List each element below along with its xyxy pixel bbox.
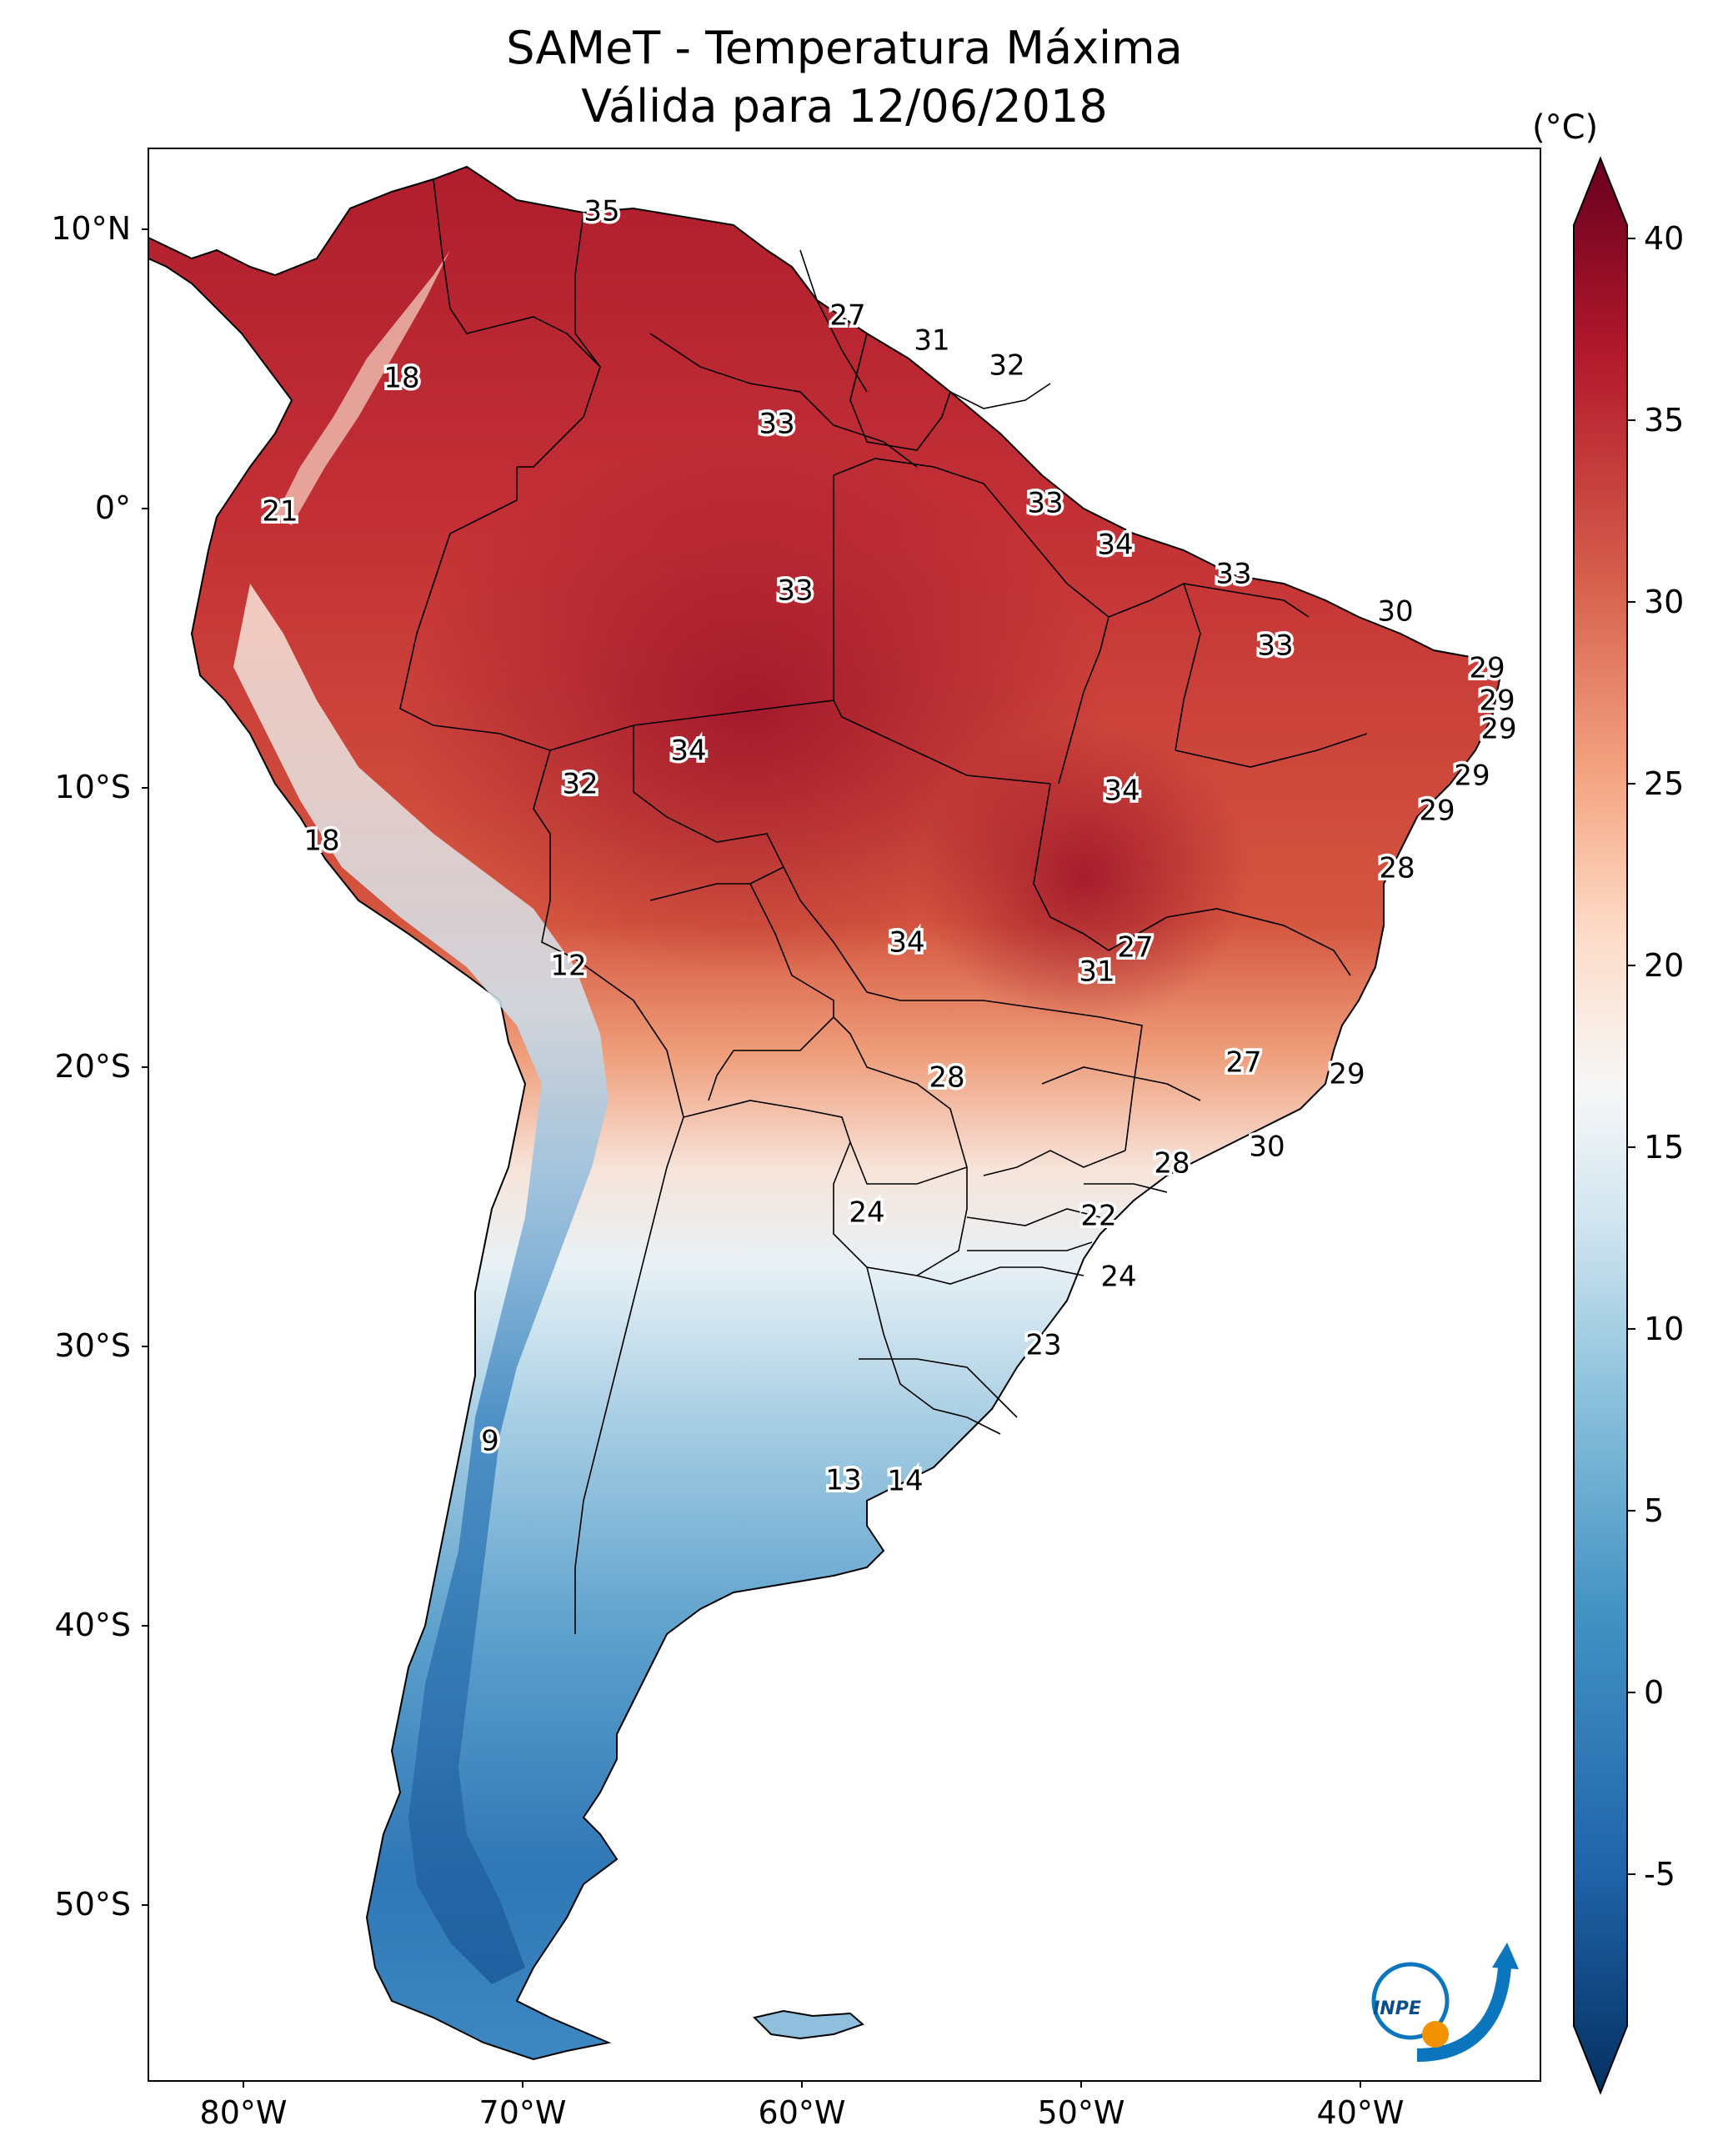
contour-label: 14 [887, 1465, 923, 1498]
contour-label: 29 [1329, 1058, 1365, 1091]
contour-label: 18 [303, 825, 339, 858]
inpe-logo: INPE [1371, 1943, 1519, 2062]
colorbar-tick-0: 0 [1644, 1674, 1665, 1711]
contour-label: 34 [889, 926, 924, 960]
lat-label-10n: 10°N [51, 210, 131, 247]
colorbar-tick-neg5: -5 [1644, 1856, 1675, 1893]
contour-label: 31 [1079, 955, 1114, 989]
contour-label: 27 [1117, 931, 1153, 965]
contour-label: 34 [1104, 775, 1139, 808]
lat-label-10s: 10°S [54, 769, 131, 805]
political-borders [399, 178, 1368, 1634]
hot-region-central-brazil [917, 725, 1250, 1025]
colorbar-tick-25: 25 [1644, 765, 1685, 802]
contour-label: 34 [1097, 529, 1133, 562]
lat-label-30s: 30°S [54, 1327, 131, 1364]
contour-label: 33 [1257, 629, 1293, 663]
contour-label: 28 [929, 1061, 964, 1095]
colorbar-tick-30: 30 [1644, 584, 1685, 620]
contour-label: 30 [1249, 1131, 1285, 1164]
andes-north-cool-strip [275, 250, 450, 525]
colorbar-unit: (°C) [1532, 108, 1599, 147]
lat-label-50s: 50°S [54, 1886, 131, 1923]
contour-label: 29 [1419, 795, 1455, 828]
map-title: SAMeT - Temperatura Máxima [506, 22, 1183, 74]
andes-cold-strip [233, 584, 609, 1984]
colorbar-tick-40: 40 [1644, 220, 1685, 257]
contour-label: 34 [670, 735, 706, 768]
contour-label: 35 [584, 195, 619, 228]
colorbar-ticks [1627, 238, 1635, 1875]
colorbar [1573, 156, 1628, 2095]
contour-label: 33 [1215, 558, 1251, 591]
lon-label-80w: 80°W [199, 2094, 288, 2131]
axis-ticks [142, 228, 1361, 2088]
contour-label: 32 [562, 768, 598, 801]
contour-label: 9 [481, 1425, 499, 1458]
contour-label: 29 [1469, 652, 1505, 685]
contour-label: 27 [1225, 1046, 1261, 1080]
contour-label: 22 [1080, 1200, 1116, 1233]
contour-label: 21 [262, 495, 298, 529]
colorbar-tick-5: 5 [1644, 1492, 1665, 1529]
lat-label-20s: 20°S [54, 1048, 131, 1085]
lon-label-40w: 40°W [1316, 2094, 1405, 2131]
contour-label: 33 [1027, 487, 1063, 520]
contour-labels: 35 27 31 32 18 33 33 21 34 33 33 30 33 2… [259, 192, 1520, 1501]
contour-label: 31 [914, 324, 949, 358]
colorbar-tick-15: 15 [1644, 1129, 1685, 1166]
contour-label: 30 [1377, 595, 1413, 629]
lat-label-0: 0° [94, 489, 131, 526]
map-frame [148, 148, 1541, 2082]
lon-label-60w: 60°W [758, 2094, 846, 2131]
contour-label: 29 [1480, 713, 1516, 746]
colorbar-tick-20: 20 [1644, 947, 1685, 984]
contour-label: 23 [1025, 1329, 1061, 1362]
falkland-islands [753, 2009, 864, 2040]
lon-label-70w: 70°W [478, 2094, 567, 2131]
contour-label: 33 [777, 574, 813, 608]
contour-label: 12 [550, 950, 586, 983]
contour-label: 32 [989, 349, 1024, 383]
contour-label: 28 [1379, 852, 1415, 885]
map-subtitle: Válida para 12/06/2018 [581, 80, 1108, 133]
lat-label-40s: 40°S [54, 1607, 131, 1643]
lon-label-50w: 50°W [1037, 2094, 1125, 2131]
contour-label: 29 [1454, 760, 1490, 793]
contour-label: 24 [1100, 1261, 1136, 1294]
contour-label: 33 [759, 408, 794, 441]
contour-label: 13 [825, 1464, 861, 1497]
colorbar-tick-35: 35 [1644, 402, 1685, 439]
contour-label: 18 [383, 362, 419, 395]
contour-label: 24 [849, 1196, 884, 1230]
colorbar-tick-10: 10 [1644, 1311, 1685, 1347]
contour-label: 29 [1479, 684, 1515, 718]
svg-text:INPE: INPE [1373, 1998, 1421, 2019]
contour-label: 27 [829, 299, 865, 333]
contour-label: 28 [1154, 1147, 1190, 1181]
